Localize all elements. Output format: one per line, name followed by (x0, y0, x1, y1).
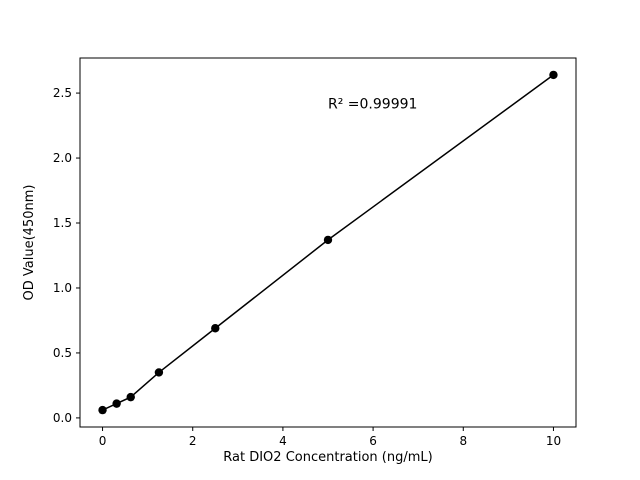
data-point (323, 235, 333, 245)
y-tick-label: 1.5 (53, 216, 72, 230)
y-tick-label: 2.5 (53, 86, 72, 100)
data-point (112, 399, 121, 408)
data-point (211, 324, 220, 333)
y-tick-label: 2.0 (53, 151, 72, 165)
r-squared-annotation: R² =0.99991 (328, 97, 417, 113)
x-axis-label: Rat DIO2 Concentration (ng/mL) (223, 450, 432, 465)
x-tick-label: 6 (369, 434, 377, 448)
plot-frame (79, 57, 577, 428)
y-tick-label: 0.5 (53, 346, 72, 360)
x-tick-label: 0 (99, 434, 107, 448)
x-tick-label: 8 (459, 434, 467, 448)
y-tick-label: 0.0 (53, 411, 72, 425)
y-axis-label: OD Value(450nm) (22, 185, 37, 301)
data-point (98, 405, 107, 415)
data-point (549, 70, 558, 80)
x-tick-label: 2 (189, 434, 197, 448)
x-tick-label: 10 (546, 434, 561, 448)
y-tick-label: 1.0 (53, 281, 72, 295)
data-point (126, 392, 135, 402)
data-point (154, 368, 164, 377)
x-tick-label: 4 (279, 434, 287, 448)
